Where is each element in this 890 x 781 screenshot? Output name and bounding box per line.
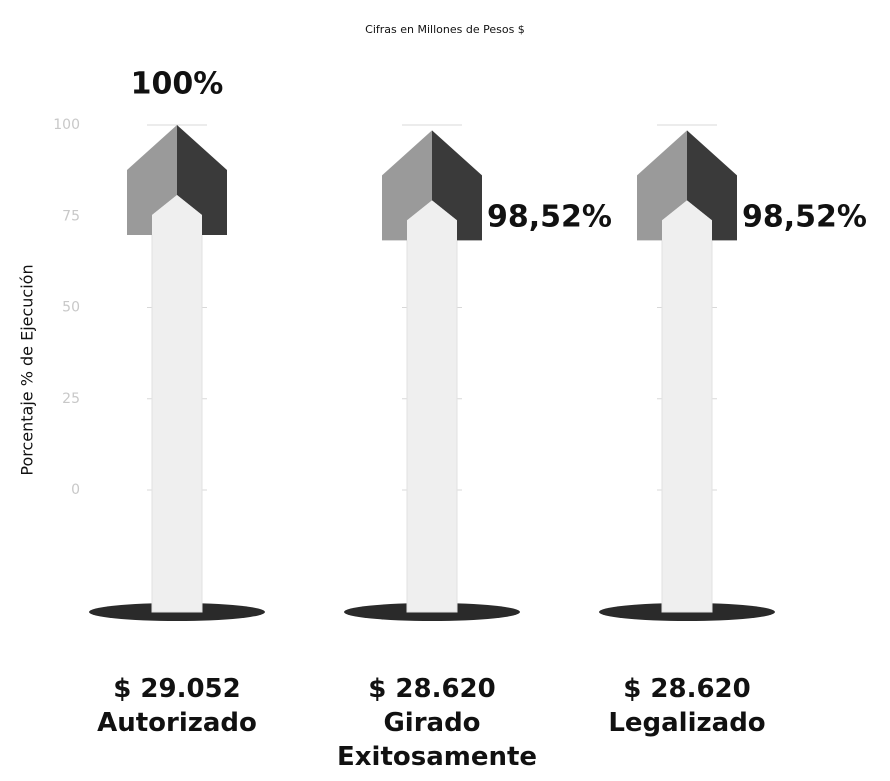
category-block: $ 28.620 Legalizado bbox=[592, 672, 782, 740]
value-label: 100% bbox=[131, 67, 224, 102]
arrow-head-left bbox=[637, 130, 687, 241]
y-tick-label: 100 bbox=[53, 117, 80, 133]
amount-label: $ 29.052 bbox=[113, 674, 241, 704]
arrow-notch-face bbox=[152, 195, 202, 235]
arrow bbox=[89, 125, 265, 621]
chart-title: Cifras en Millones de Pesos $ bbox=[365, 23, 525, 36]
y-axis-label: Porcentaje % de Ejecución bbox=[18, 264, 37, 475]
arrow-notch-face bbox=[407, 200, 457, 241]
arrow-head-right bbox=[432, 130, 482, 241]
arrow-shaft bbox=[151, 194, 203, 613]
arrow-notch-face bbox=[662, 200, 712, 241]
arrow-head-right bbox=[687, 130, 737, 241]
value-label: 98,52% bbox=[742, 200, 867, 235]
arrow-shaft bbox=[661, 199, 713, 613]
arrow-head-right bbox=[177, 125, 227, 235]
category-label: Legalizado bbox=[608, 708, 766, 738]
arrow-head-left bbox=[382, 130, 432, 241]
category-block: $ 29.052 Autorizado bbox=[82, 672, 272, 740]
amount-label: $ 28.620 bbox=[623, 674, 751, 704]
y-tick-label: 25 bbox=[62, 391, 80, 407]
y-tick-label: 50 bbox=[62, 300, 80, 316]
arrow bbox=[344, 130, 520, 621]
category-block: $ 28.620 Girado Exitosamente bbox=[337, 672, 538, 774]
category-label: Autorizado bbox=[97, 708, 257, 738]
value-label: 98,52% bbox=[487, 200, 612, 235]
arrow-head-left bbox=[127, 125, 177, 235]
amount-label: $ 28.620 bbox=[368, 674, 496, 704]
arrow-shaft bbox=[406, 199, 458, 613]
y-tick-label: 75 bbox=[62, 208, 80, 224]
arrow bbox=[599, 130, 775, 621]
y-tick-label: 0 bbox=[71, 482, 80, 498]
category-label: Girado Exitosamente bbox=[337, 708, 538, 772]
